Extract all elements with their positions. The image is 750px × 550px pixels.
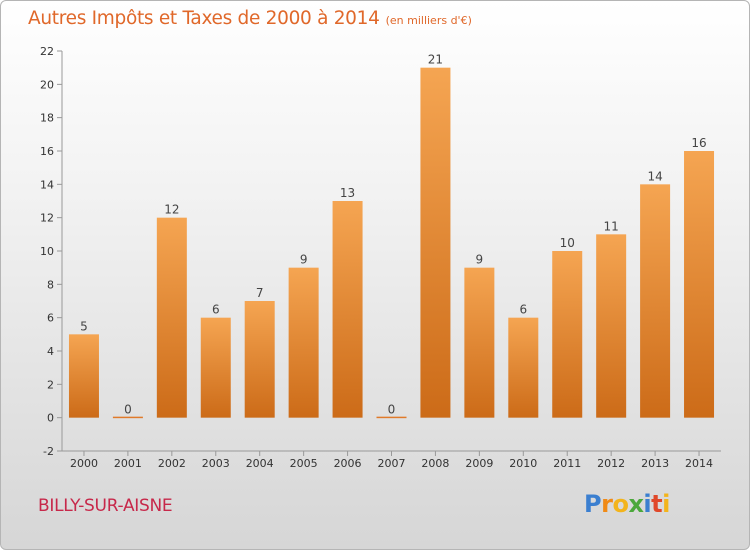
title-line: Autres Impôts et Taxes de 2000 à 2014 (en… bbox=[28, 8, 472, 29]
x-tick-label: 2011 bbox=[553, 457, 581, 470]
logo-letter: P bbox=[584, 490, 602, 518]
bar bbox=[200, 317, 231, 418]
y-tick-label: 0 bbox=[47, 412, 54, 425]
y-tick-label: 6 bbox=[47, 312, 54, 325]
x-tick-label: 2004 bbox=[246, 457, 274, 470]
data-label: 14 bbox=[647, 169, 662, 183]
y-tick-label: 10 bbox=[40, 245, 54, 258]
y-tick-label: -2 bbox=[43, 445, 54, 458]
x-tick-label: 2000 bbox=[70, 457, 98, 470]
labels: 5 0 12 6 7 9 13 0 21 9 6 10 11 14 16 bbox=[80, 53, 707, 417]
x-tick-label: 2013 bbox=[641, 457, 669, 470]
y-tick-label: 22 bbox=[40, 45, 54, 58]
bar bbox=[684, 151, 715, 418]
data-label: 12 bbox=[164, 203, 179, 217]
x-tick-label: 2003 bbox=[202, 457, 230, 470]
chart-title: Autres Impôts et Taxes de 2000 à 2014 bbox=[28, 8, 380, 29]
x-tick-label: 2001 bbox=[114, 457, 142, 470]
bar bbox=[68, 334, 99, 418]
x-tick-label: 2009 bbox=[465, 457, 493, 470]
data-label: 16 bbox=[691, 136, 706, 150]
data-label: 6 bbox=[212, 303, 220, 317]
data-label: 7 bbox=[256, 286, 264, 300]
bar bbox=[640, 184, 671, 418]
y-tick-label: 2 bbox=[47, 378, 54, 391]
bars bbox=[68, 67, 715, 419]
logo-letter: r bbox=[601, 490, 613, 518]
data-label: 6 bbox=[519, 303, 527, 317]
bar bbox=[376, 416, 407, 419]
bar bbox=[420, 67, 451, 418]
x-tick-label: 2002 bbox=[158, 457, 186, 470]
axes: -2 0 2 4 6 8 10 12 14 16 18 20 22 2000 2001 2002 2003 200… bbox=[40, 45, 721, 470]
bar bbox=[552, 251, 583, 418]
x-tick-label: 2008 bbox=[421, 457, 449, 470]
y-tick-label: 20 bbox=[40, 78, 54, 91]
x-tick-label: 2014 bbox=[685, 457, 713, 470]
logo-letter: i bbox=[662, 490, 670, 518]
bar bbox=[596, 234, 627, 418]
chart-subtitle: (en milliers d'€) bbox=[385, 14, 472, 27]
bar bbox=[244, 301, 275, 418]
data-label: 11 bbox=[604, 219, 619, 233]
y-tick-label: 4 bbox=[47, 345, 54, 358]
data-label: 10 bbox=[560, 236, 575, 250]
y-tick-label: 16 bbox=[40, 145, 54, 158]
y-tick-label: 14 bbox=[40, 178, 54, 191]
y-tick-label: 18 bbox=[40, 112, 54, 125]
data-label: 0 bbox=[124, 403, 132, 417]
bar bbox=[112, 416, 143, 419]
x-tick-label: 2010 bbox=[509, 457, 537, 470]
bar bbox=[288, 267, 319, 418]
data-label: 0 bbox=[388, 403, 396, 417]
data-label: 21 bbox=[428, 53, 443, 67]
x-tick-label: 2005 bbox=[290, 457, 318, 470]
x-tick-label: 2012 bbox=[597, 457, 625, 470]
y-tick-label: 12 bbox=[40, 212, 54, 225]
logo-letter: t bbox=[651, 490, 663, 518]
data-label: 9 bbox=[300, 253, 308, 267]
bar bbox=[332, 201, 363, 418]
data-label: 5 bbox=[80, 319, 88, 333]
bar bbox=[508, 317, 539, 418]
logo-letter: o bbox=[612, 490, 629, 518]
logo-letter: i bbox=[643, 490, 652, 518]
town-name: BILLY-SUR-AISNE bbox=[38, 496, 173, 516]
x-tick-label: 2007 bbox=[378, 457, 406, 470]
y-tick-label: 8 bbox=[47, 278, 54, 291]
bar bbox=[464, 267, 495, 418]
bar bbox=[156, 217, 187, 418]
data-label: 13 bbox=[340, 186, 355, 200]
data-label: 9 bbox=[476, 253, 484, 267]
proxiti-logo[interactable]: Proxiti bbox=[584, 490, 670, 518]
x-tick-label: 2006 bbox=[334, 457, 362, 470]
logo-letter: x bbox=[628, 490, 644, 518]
